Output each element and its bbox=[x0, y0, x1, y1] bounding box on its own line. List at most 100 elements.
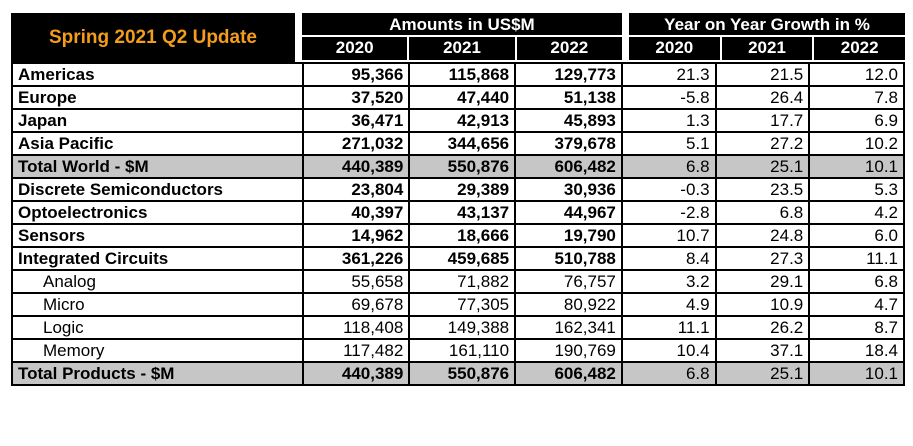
growth-2021-cell: 26.2 bbox=[714, 315, 811, 340]
amount-2021-cell: 29,389 bbox=[408, 177, 517, 202]
amount-2022-cell: 606,482 bbox=[514, 154, 623, 179]
table-row-total-world: Total World - $M 440,389 550,876 606,482… bbox=[11, 154, 905, 179]
amount-2020-cell: 118,408 bbox=[301, 315, 411, 340]
table-row-total-products: Total Products - $M 440,389 550,876 606,… bbox=[11, 361, 905, 386]
amounts-year-2021: 2021 bbox=[407, 37, 515, 60]
amount-2021-cell: 459,685 bbox=[408, 246, 517, 271]
amount-2022-cell: 510,788 bbox=[514, 246, 623, 271]
growth-2022-cell: 10.2 bbox=[808, 131, 905, 156]
table-row-japan: Japan 36,471 42,913 45,893 1.3 17.7 6.9 bbox=[11, 108, 905, 133]
growth-2020-cell: 5.1 bbox=[620, 131, 717, 156]
table-row-sensors: Sensors 14,962 18,666 19,790 10.7 24.8 6… bbox=[11, 223, 905, 248]
amount-2021-cell: 161,110 bbox=[408, 338, 517, 363]
table-row-discrete-semiconductors: Discrete Semiconductors 23,804 29,389 30… bbox=[11, 177, 905, 202]
table-row-memory: Memory 117,482 161,110 190,769 10.4 37.1… bbox=[11, 338, 905, 363]
amount-2022-cell: 129,773 bbox=[514, 62, 623, 87]
amount-2020-cell: 36,471 bbox=[301, 108, 411, 133]
table-row-integrated-circuits: Integrated Circuits 361,226 459,685 510,… bbox=[11, 246, 905, 271]
table-row-logic: Logic 118,408 149,388 162,341 11.1 26.2 … bbox=[11, 315, 905, 340]
growth-2020-cell: 8.4 bbox=[620, 246, 717, 271]
row-label: Logic bbox=[11, 315, 304, 340]
amount-2021-cell: 71,882 bbox=[408, 269, 517, 294]
forecast-data-table: Americas 95,366 115,868 129,773 21.3 21.… bbox=[11, 62, 905, 386]
amount-2022-cell: 379,678 bbox=[514, 131, 623, 156]
row-label: Integrated Circuits bbox=[11, 246, 304, 271]
growth-2020-cell: 4.9 bbox=[620, 292, 717, 317]
row-label: Optoelectronics bbox=[11, 200, 304, 225]
row-label: Analog bbox=[11, 269, 304, 294]
growth-2022-cell: 4.7 bbox=[808, 292, 905, 317]
growth-2021-cell: 17.7 bbox=[714, 108, 811, 133]
row-label: Micro bbox=[11, 292, 304, 317]
amount-2020-cell: 40,397 bbox=[301, 200, 411, 225]
growth-2021-cell: 26.4 bbox=[714, 85, 811, 110]
table-row-analog: Analog 55,658 71,882 76,757 3.2 29.1 6.8 bbox=[11, 269, 905, 294]
growth-2020-cell: 3.2 bbox=[620, 269, 717, 294]
row-label: Total World - $M bbox=[11, 154, 304, 179]
amount-2021-cell: 47,440 bbox=[408, 85, 517, 110]
amount-2020-cell: 55,658 bbox=[301, 269, 411, 294]
amounts-header-group: Amounts in US$M 2020 2021 2022 bbox=[302, 13, 622, 62]
amount-2020-cell: 14,962 bbox=[301, 223, 411, 248]
amounts-year-2020: 2020 bbox=[302, 37, 408, 60]
row-label: Total Products - $M bbox=[11, 361, 304, 386]
growth-2021-cell: 21.5 bbox=[714, 62, 811, 87]
amount-2021-cell: 149,388 bbox=[408, 315, 517, 340]
growth-2022-cell: 7.8 bbox=[808, 85, 905, 110]
growth-2022-cell: 18.4 bbox=[808, 338, 905, 363]
amount-2020-cell: 117,482 bbox=[301, 338, 411, 363]
growth-2022-cell: 8.7 bbox=[808, 315, 905, 340]
row-label: Asia Pacific bbox=[11, 131, 304, 156]
growth-2021-cell: 6.8 bbox=[714, 200, 811, 225]
growth-2020-cell: -2.8 bbox=[620, 200, 717, 225]
growth-2020-cell: 10.7 bbox=[620, 223, 717, 248]
growth-2022-cell: 12.0 bbox=[808, 62, 905, 87]
growth-header-group: Year on Year Growth in % 2020 2021 2022 bbox=[629, 13, 906, 62]
growth-2021-cell: 10.9 bbox=[714, 292, 811, 317]
row-label: Memory bbox=[11, 338, 304, 363]
amount-2020-cell: 69,678 bbox=[301, 292, 411, 317]
growth-2020-cell: 1.3 bbox=[620, 108, 717, 133]
row-label: Japan bbox=[11, 108, 304, 133]
row-label: Americas bbox=[11, 62, 304, 87]
amount-2022-cell: 19,790 bbox=[514, 223, 623, 248]
growth-year-row: 2020 2021 2022 bbox=[629, 37, 906, 60]
amount-2022-cell: 44,967 bbox=[514, 200, 623, 225]
growth-year-2021: 2021 bbox=[719, 37, 813, 60]
report-title: Spring 2021 Q2 Update bbox=[11, 13, 295, 62]
amount-2022-cell: 76,757 bbox=[514, 269, 623, 294]
amount-2021-cell: 77,305 bbox=[408, 292, 517, 317]
growth-2021-cell: 25.1 bbox=[714, 154, 811, 179]
growth-2020-cell: 6.8 bbox=[620, 361, 717, 386]
growth-2022-cell: 4.2 bbox=[808, 200, 905, 225]
growth-2021-cell: 27.3 bbox=[714, 246, 811, 271]
table-row-optoelectronics: Optoelectronics 40,397 43,137 44,967 -2.… bbox=[11, 200, 905, 225]
amount-2021-cell: 115,868 bbox=[408, 62, 517, 87]
amounts-year-row: 2020 2021 2022 bbox=[302, 37, 622, 60]
table-row-asia-pacific: Asia Pacific 271,032 344,656 379,678 5.1… bbox=[11, 131, 905, 156]
amount-2020-cell: 271,032 bbox=[301, 131, 411, 156]
amount-2022-cell: 80,922 bbox=[514, 292, 623, 317]
amount-2020-cell: 95,366 bbox=[301, 62, 411, 87]
growth-2022-cell: 10.1 bbox=[808, 154, 905, 179]
amount-2022-cell: 30,936 bbox=[514, 177, 623, 202]
growth-2022-cell: 10.1 bbox=[808, 361, 905, 386]
amount-2020-cell: 361,226 bbox=[301, 246, 411, 271]
row-label: Europe bbox=[11, 85, 304, 110]
growth-2021-cell: 24.8 bbox=[714, 223, 811, 248]
growth-year-2022: 2022 bbox=[812, 37, 906, 60]
growth-2022-cell: 11.1 bbox=[808, 246, 905, 271]
amount-2020-cell: 440,389 bbox=[301, 361, 411, 386]
growth-2020-cell: -5.8 bbox=[620, 85, 717, 110]
growth-2020-cell: -0.3 bbox=[620, 177, 717, 202]
amount-2022-cell: 51,138 bbox=[514, 85, 623, 110]
growth-2021-cell: 23.5 bbox=[714, 177, 811, 202]
amount-2021-cell: 43,137 bbox=[408, 200, 517, 225]
growth-2022-cell: 6.8 bbox=[808, 269, 905, 294]
growth-2022-cell: 6.0 bbox=[808, 223, 905, 248]
row-label: Discrete Semiconductors bbox=[11, 177, 304, 202]
growth-group-label: Year on Year Growth in % bbox=[629, 13, 905, 37]
growth-2020-cell: 11.1 bbox=[620, 315, 717, 340]
amount-2020-cell: 37,520 bbox=[301, 85, 411, 110]
